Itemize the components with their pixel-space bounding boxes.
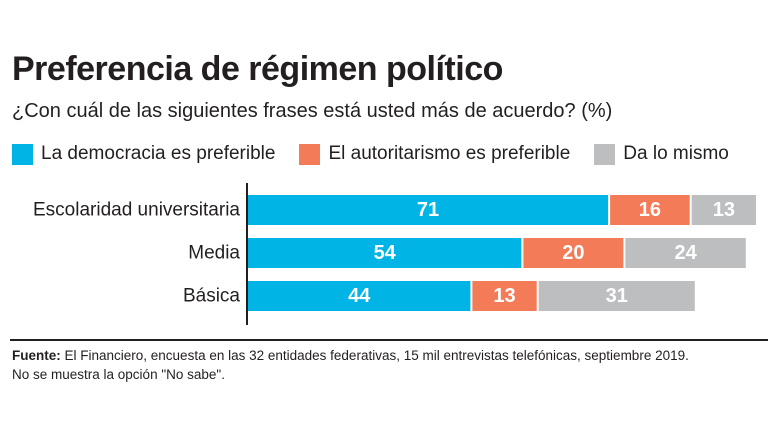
value-label-la-democracia-es-preferible-basica: 44 [348, 285, 371, 307]
value-label-da-lo-mismo-basica: 31 [606, 285, 628, 307]
legend: La democracia es preferible El autoritar… [12, 143, 772, 165]
chart-subtitle: ¿Con cuál de las siguientes frases está … [12, 100, 613, 122]
legend-swatch-da-lo-mismo [594, 143, 616, 165]
bar-da-lo-mismo-escolaridad-universitaria [691, 195, 756, 225]
bar-da-lo-mismo-media [625, 238, 746, 268]
category-label-escolaridad-universitaria: Escolaridad universitaria [33, 200, 240, 221]
footer-divider [10, 339, 768, 341]
bar-la-democracia-es-preferible-basica [248, 281, 471, 311]
source-line: Fuente: El Financiero, encuesta en las 3… [12, 346, 772, 365]
legend-label-democracia: La democracia es preferible [41, 143, 276, 164]
chart-title: Preferencia de régimen político [12, 50, 503, 88]
legend-item-da-lo-mismo: Da lo mismo [594, 143, 729, 165]
legend-swatch-democracia [12, 143, 33, 165]
value-label-la-democracia-es-preferible-escolaridad-universitaria: 71 [417, 199, 439, 221]
legend-item-autoritarismo: El autoritarismo es preferible [299, 143, 570, 165]
value-label-el-autoritarismo-es-preferible-basica: 13 [493, 285, 515, 307]
bar-la-democracia-es-preferible-media [248, 238, 522, 268]
legend-label-autoritarismo: El autoritarismo es preferible [328, 143, 571, 164]
bar-da-lo-mismo-basica [538, 281, 695, 311]
category-label-media: Media [188, 243, 240, 264]
stacked-bar-chart: Escolaridad universitaria 71 16 13 Media 54 20… [33, 183, 756, 325]
legend-swatch-autoritarismo [299, 143, 321, 165]
source-text: El Financiero, encuesta en las 32 entida… [60, 348, 689, 363]
value-label-da-lo-mismo-media: 24 [674, 242, 697, 264]
bar-el-autoritarismo-es-preferible-escolaridad-universitaria [610, 195, 690, 225]
source-label: Fuente: [12, 348, 61, 363]
bar-el-autoritarismo-es-preferible-basica [472, 281, 537, 311]
footer-note: No se muestra la opción "No sabe". [12, 367, 225, 382]
value-label-da-lo-mismo-escolaridad-universitaria: 13 [713, 199, 735, 221]
bar-la-democracia-es-preferible-escolaridad-universitaria [248, 195, 609, 225]
legend-label-da-lo-mismo: Da lo mismo [623, 143, 729, 164]
value-label-la-democracia-es-preferible-media: 54 [374, 242, 397, 264]
footer: Fuente: El Financiero, encuesta en las 3… [12, 346, 772, 384]
legend-item-democracia: La democracia es preferible [12, 143, 275, 165]
bar-el-autoritarismo-es-preferible-media [523, 238, 624, 268]
category-label-basica: Básica [183, 286, 240, 307]
value-label-el-autoritarismo-es-preferible-media: 20 [562, 242, 584, 264]
value-label-el-autoritarismo-es-preferible-escolaridad-universitaria: 16 [639, 199, 661, 221]
